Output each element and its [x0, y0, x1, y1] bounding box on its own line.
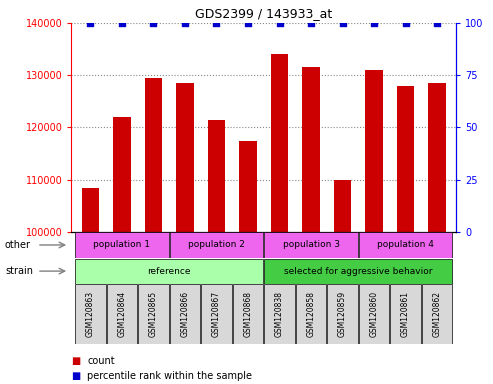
- Bar: [264, 258, 452, 284]
- Text: count: count: [87, 356, 115, 366]
- Point: [212, 20, 220, 26]
- Bar: [113, 117, 131, 384]
- Bar: [139, 284, 169, 344]
- Bar: [390, 284, 421, 344]
- Bar: [75, 284, 106, 344]
- Bar: [334, 180, 351, 384]
- Text: ■: ■: [71, 356, 81, 366]
- Text: GSM120868: GSM120868: [244, 291, 252, 337]
- Text: other: other: [5, 240, 31, 250]
- Point: [149, 20, 157, 26]
- Bar: [397, 86, 414, 384]
- Bar: [327, 284, 358, 344]
- Bar: [359, 284, 389, 344]
- Bar: [302, 68, 319, 384]
- Title: GDS2399 / 143933_at: GDS2399 / 143933_at: [195, 7, 332, 20]
- Bar: [359, 232, 452, 258]
- Bar: [264, 232, 358, 258]
- Text: GSM120860: GSM120860: [370, 291, 379, 337]
- Text: GSM120861: GSM120861: [401, 291, 410, 337]
- Text: ■: ■: [71, 371, 81, 381]
- Bar: [82, 187, 99, 384]
- Text: percentile rank within the sample: percentile rank within the sample: [87, 371, 252, 381]
- Bar: [176, 83, 194, 384]
- Text: population 1: population 1: [93, 240, 150, 250]
- Bar: [428, 83, 446, 384]
- Point: [86, 20, 94, 26]
- Point: [307, 20, 315, 26]
- Text: GSM120867: GSM120867: [212, 291, 221, 337]
- Bar: [145, 78, 162, 384]
- Point: [370, 20, 378, 26]
- Text: population 4: population 4: [377, 240, 434, 250]
- Text: strain: strain: [5, 266, 33, 276]
- Text: GSM120862: GSM120862: [433, 291, 442, 337]
- Text: GSM120863: GSM120863: [86, 291, 95, 337]
- Point: [339, 20, 347, 26]
- Text: GSM120838: GSM120838: [275, 291, 284, 337]
- Bar: [422, 284, 452, 344]
- Point: [181, 20, 189, 26]
- Point: [402, 20, 410, 26]
- Point: [276, 20, 283, 26]
- Bar: [271, 55, 288, 384]
- Bar: [365, 70, 383, 384]
- Bar: [239, 141, 257, 384]
- Text: selected for aggressive behavior: selected for aggressive behavior: [284, 266, 432, 276]
- Text: GSM120864: GSM120864: [117, 291, 126, 337]
- Point: [118, 20, 126, 26]
- Point: [244, 20, 252, 26]
- Text: GSM120865: GSM120865: [149, 291, 158, 337]
- Text: GSM120866: GSM120866: [180, 291, 189, 337]
- Bar: [75, 258, 263, 284]
- Bar: [201, 284, 232, 344]
- Text: population 3: population 3: [282, 240, 340, 250]
- Bar: [296, 284, 326, 344]
- Text: GSM120858: GSM120858: [307, 291, 316, 337]
- Bar: [264, 284, 295, 344]
- Bar: [75, 232, 169, 258]
- Bar: [107, 284, 137, 344]
- Point: [433, 20, 441, 26]
- Bar: [170, 232, 263, 258]
- Bar: [208, 120, 225, 384]
- Bar: [233, 284, 263, 344]
- Text: reference: reference: [147, 266, 191, 276]
- Text: population 2: population 2: [188, 240, 245, 250]
- Bar: [170, 284, 200, 344]
- Text: GSM120859: GSM120859: [338, 291, 347, 337]
